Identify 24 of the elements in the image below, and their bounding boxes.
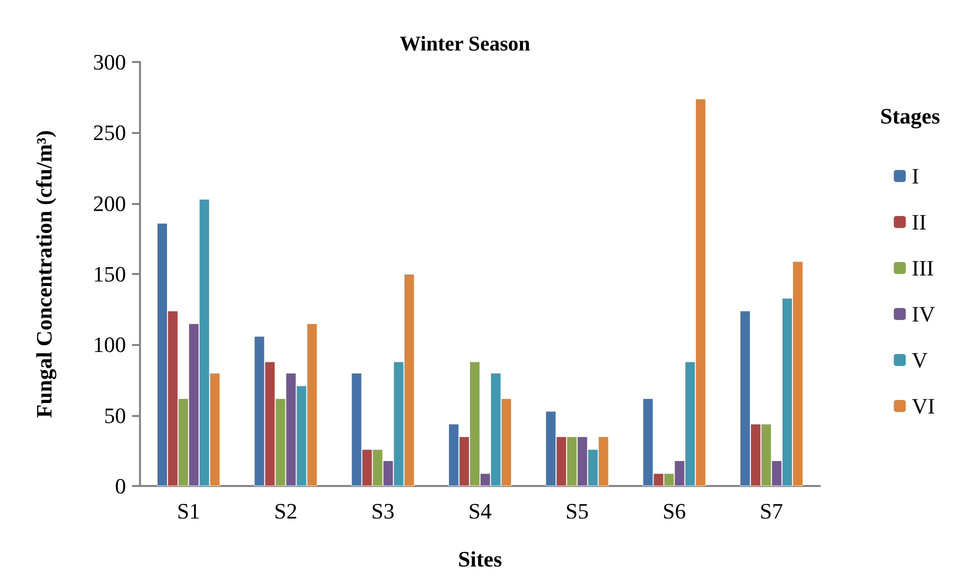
legend-title: Stages [880,104,940,128]
legend-label: IV [912,302,936,326]
x-tick-label: S4 [468,498,492,524]
x-tick-label: S5 [566,498,589,524]
y-tick-label: 0 [115,474,126,498]
x-tick-label: S3 [371,498,394,524]
y-tick-label: 50 [104,402,126,428]
y-tick-label: 100 [93,332,126,358]
legend-label: III [912,256,934,280]
x-tick-label: S1 [176,498,200,524]
legend-label: VI [912,394,936,418]
x-tick-label: S2 [274,498,298,524]
y-tick-label: 200 [93,190,126,216]
x-axis-title: Sites [458,546,502,572]
legend-label: II [912,210,926,234]
x-tick-label: S6 [662,498,686,524]
y-tick-label: 300 [93,50,126,74]
y-tick-label: 150 [93,262,126,286]
x-tick-label: S7 [760,498,784,524]
legend-label: V [912,348,928,372]
y-axis-title: Fungal Concentration (cfu/m³) [32,130,56,418]
legend-label: I [912,164,920,188]
chart-title: Winter Season [400,32,531,56]
y-tick-label: 250 [93,120,126,146]
